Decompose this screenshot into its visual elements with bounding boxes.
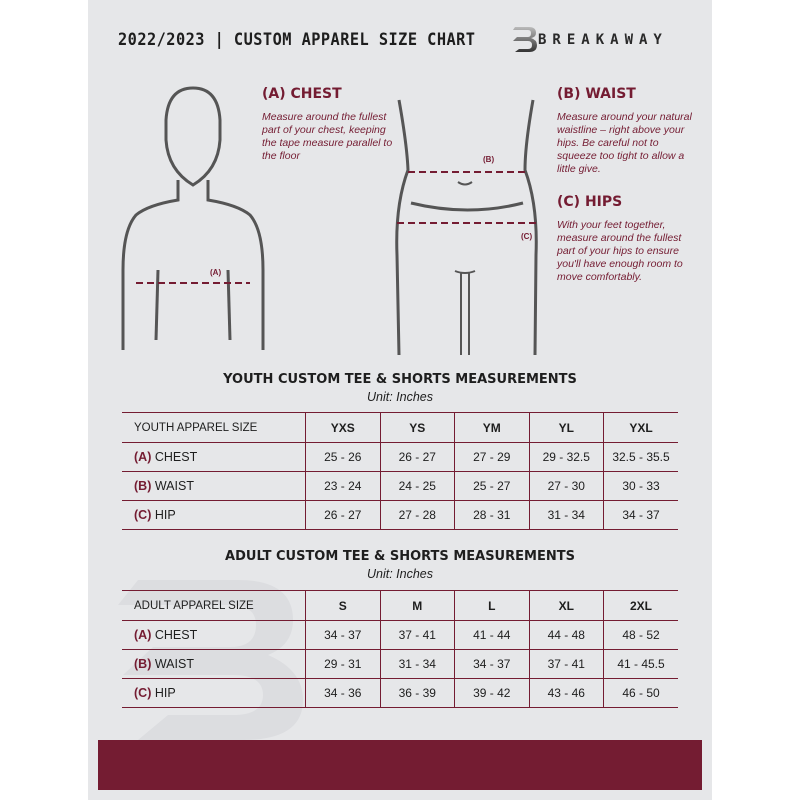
table-cell: 39 - 42 [454, 678, 529, 708]
row-label: (A) CHEST [122, 620, 306, 650]
row-name: WAIST [154, 479, 194, 493]
table-cell: 48 - 52 [603, 620, 678, 650]
table-cell: 23 - 24 [305, 471, 380, 501]
row-label: (C) HIP [122, 500, 306, 530]
row-name: CHEST [154, 628, 198, 642]
adult-table-title: ADULT CUSTOM TEE & SHORTS MEASUREMENTS [225, 549, 575, 564]
table-cell: 31 - 34 [528, 500, 604, 530]
youth-table-title: YOUTH CUSTOM TEE & SHORTS MEASUREMENTS [223, 372, 577, 387]
table-row: (A) CHEST 34 - 37 37 - 41 41 - 44 44 - 4… [122, 620, 678, 650]
header-cell: YM [454, 412, 529, 443]
hips-marker-label: (C) [521, 232, 533, 241]
table-header-row: ADULT APPAREL SIZE S M L XL 2XL [122, 590, 678, 621]
row-label: (C) HIP [122, 678, 306, 708]
header-cell: XL [528, 590, 604, 621]
size-chart-page: 2022/2023 | CUSTOM APPAREL SIZE CHART BR… [88, 0, 712, 800]
footer-bar [98, 740, 702, 790]
table-cell: 34 - 36 [305, 678, 380, 708]
row-label: (B) WAIST [122, 649, 306, 679]
row-label: (A) CHEST [122, 442, 306, 472]
page-title: 2022/2023 | CUSTOM APPAREL SIZE CHART [118, 30, 476, 50]
chest-info: (A) CHEST Measure around the fullest par… [262, 86, 397, 163]
table-cell: 41 - 45.5 [603, 649, 678, 679]
table-cell: 25 - 26 [305, 442, 380, 472]
row-name: HIP [154, 686, 176, 700]
youth-size-table: YOUTH APPAREL SIZE YXS YS YM YL YXL (A) … [122, 412, 678, 530]
row-letter: (C) [134, 508, 152, 522]
table-cell: 29 - 31 [305, 649, 380, 679]
row-letter: (A) [134, 628, 152, 642]
table-cell: 44 - 48 [528, 620, 604, 650]
table-header-row: YOUTH APPAREL SIZE YXS YS YM YL YXL [122, 412, 678, 443]
adult-table-unit: Unit: Inches [366, 567, 433, 581]
table-cell: 24 - 25 [379, 471, 455, 501]
table-cell: 36 - 39 [379, 678, 455, 708]
youth-table-unit: Unit: Inches [366, 390, 433, 404]
table-row: (B) WAIST 29 - 31 31 - 34 34 - 37 37 - 4… [122, 649, 678, 679]
header-cell: 2XL [603, 590, 678, 621]
header-cell: S [305, 590, 380, 621]
header-cell: L [454, 590, 529, 621]
waist-description: Measure around your natural waistline – … [557, 111, 692, 175]
row-name: HIP [154, 508, 176, 522]
chest-heading: (A) CHEST [262, 86, 342, 102]
table-cell: 26 - 27 [305, 500, 380, 530]
table-cell: 37 - 41 [379, 620, 455, 650]
table-cell: 30 - 33 [603, 471, 678, 501]
table-cell: 29 - 32.5 [528, 442, 604, 472]
upper-body-illustration [121, 86, 265, 350]
header-cell: YXL [603, 412, 678, 443]
table-cell: 27 - 28 [379, 500, 455, 530]
waist-marker-label: (B) [483, 155, 495, 164]
table-cell: 27 - 30 [528, 471, 604, 501]
table-cell: 41 - 44 [454, 620, 529, 650]
row-letter: (B) [134, 479, 152, 493]
row-label: (B) WAIST [122, 471, 306, 501]
table-cell: 34 - 37 [454, 649, 529, 679]
table-cell: 31 - 34 [379, 649, 455, 679]
table-cell: 25 - 27 [454, 471, 529, 501]
table-cell: 27 - 29 [454, 442, 529, 472]
table-cell: 37 - 41 [528, 649, 604, 679]
hips-description: With your feet together, measure around … [557, 219, 683, 283]
waist-hips-info: (B) WAIST Measure around your natural wa… [557, 86, 692, 284]
breakaway-logo-icon [513, 27, 537, 52]
adult-size-table: ADULT APPAREL SIZE S M L XL 2XL (A) CHES… [122, 590, 678, 708]
table-cell: 26 - 27 [379, 442, 455, 472]
header-cell: YOUTH APPAREL SIZE [122, 412, 306, 443]
row-name: CHEST [154, 450, 198, 464]
lower-body-illustration [395, 99, 538, 355]
header-cell: YL [528, 412, 604, 443]
table-cell: 43 - 46 [528, 678, 604, 708]
table-row: (B) WAIST 23 - 24 24 - 25 25 - 27 27 - 3… [122, 471, 678, 501]
table-cell: 34 - 37 [603, 500, 678, 530]
table-row: (C) HIP 26 - 27 27 - 28 28 - 31 31 - 34 … [122, 500, 678, 530]
chest-description: Measure around the fullest part of your … [262, 111, 393, 162]
row-name: WAIST [154, 657, 194, 671]
waist-heading: (B) WAIST [557, 86, 636, 102]
brand-name: BREAKAWAY [538, 32, 668, 48]
table-row: (C) HIP 34 - 36 36 - 39 39 - 42 43 - 46 … [122, 678, 678, 708]
table-cell: 32.5 - 35.5 [603, 442, 678, 472]
table-cell: 46 - 50 [603, 678, 678, 708]
row-letter: (B) [134, 657, 152, 671]
chest-marker-label: (A) [210, 268, 222, 277]
table-cell: 28 - 31 [454, 500, 529, 530]
table-row: (A) CHEST 25 - 26 26 - 27 27 - 29 29 - 3… [122, 442, 678, 472]
table-cell: 34 - 37 [305, 620, 380, 650]
header-cell: ADULT APPAREL SIZE [122, 590, 306, 621]
hips-heading: (C) HIPS [557, 194, 623, 210]
header-cell: M [379, 590, 455, 621]
row-letter: (C) [134, 686, 152, 700]
header-cell: YXS [305, 412, 380, 443]
header-cell: YS [379, 412, 455, 443]
row-letter: (A) [134, 450, 152, 464]
